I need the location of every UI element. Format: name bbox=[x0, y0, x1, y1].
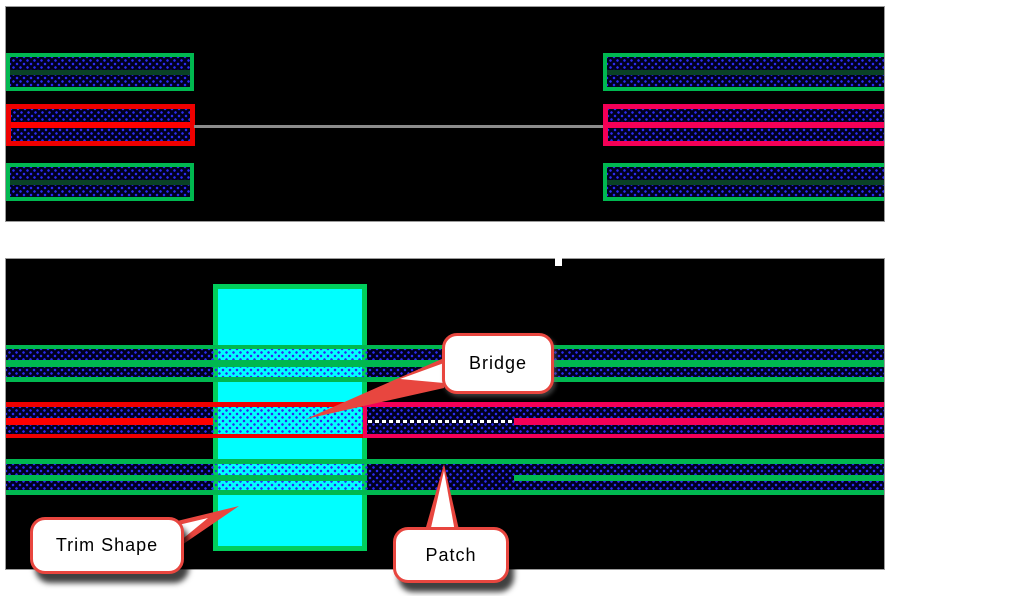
trace-line-red bbox=[6, 402, 367, 407]
patch-callout-label: Patch bbox=[425, 544, 477, 565]
trace-centerline-green-right bbox=[514, 475, 884, 481]
trace-centerline bbox=[11, 122, 190, 128]
trace-shape-red-left bbox=[6, 104, 195, 146]
bridge-callout-label: Bridge bbox=[468, 353, 528, 373]
patch-callout: Patch bbox=[393, 527, 509, 583]
trace-centerline-magenta bbox=[514, 418, 884, 425]
trace-centerline bbox=[607, 70, 884, 75]
top-edge-tick bbox=[555, 258, 562, 266]
magenta-shape-left-edge bbox=[363, 402, 367, 438]
trace-line-magenta bbox=[367, 402, 884, 407]
trace-centerline bbox=[608, 122, 884, 128]
trace-centerline bbox=[607, 180, 884, 185]
trace-line-green bbox=[6, 459, 884, 464]
trace-line-magenta bbox=[367, 434, 884, 438]
trim-shape-callout-label: Trim Shape bbox=[55, 535, 159, 555]
trace-shape-green-right-bottom bbox=[603, 163, 884, 201]
top-panel bbox=[5, 6, 885, 222]
bridge-callout: Bridge bbox=[442, 333, 554, 394]
trim-shape-callout: Trim Shape bbox=[30, 517, 184, 574]
trace-centerline-green-left bbox=[6, 475, 367, 481]
voided-cline-dashed-white bbox=[368, 420, 514, 423]
trace-centerline bbox=[10, 70, 190, 75]
trace-centerline bbox=[10, 180, 190, 185]
trace-centerline-red bbox=[6, 418, 213, 425]
trace-line-red bbox=[6, 434, 367, 438]
trace-shape-green-left-bottom bbox=[6, 163, 194, 201]
trace-line-green bbox=[6, 490, 884, 495]
trace-shape-green-left-top bbox=[6, 53, 194, 91]
gray-cline-stub bbox=[194, 125, 604, 128]
trace-shape-green-right-top bbox=[603, 53, 884, 91]
trace-shape-magenta-right bbox=[603, 104, 884, 146]
